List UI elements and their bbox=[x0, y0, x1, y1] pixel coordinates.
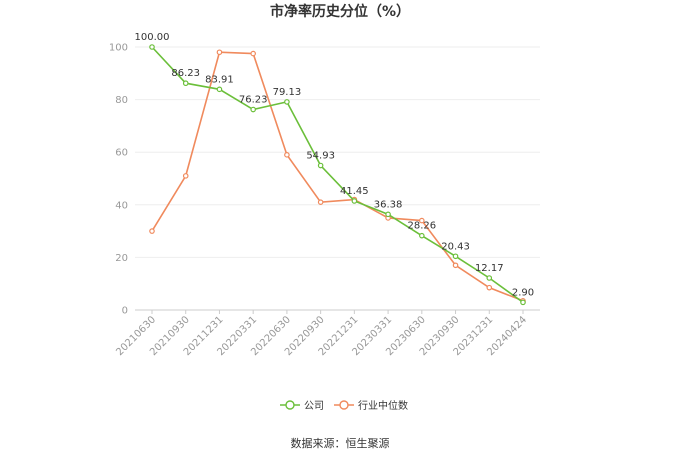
series-point-0 bbox=[284, 99, 290, 105]
series-layer bbox=[149, 44, 526, 306]
data-source: 数据来源：恒生聚源 bbox=[291, 436, 390, 450]
legend-marker-icon bbox=[339, 400, 349, 410]
series-point-0 bbox=[182, 80, 189, 87]
y-tick-label: 40 bbox=[115, 200, 128, 211]
legend-item-0[interactable]: 公司 bbox=[280, 400, 324, 412]
series-point-1 bbox=[452, 262, 459, 269]
y-tick-label: 80 bbox=[115, 95, 128, 106]
series-point-0 bbox=[149, 44, 155, 50]
data-label: 79.13 bbox=[273, 87, 302, 98]
legend-label: 行业中位数 bbox=[358, 399, 408, 412]
legend-marker-icon bbox=[285, 400, 295, 410]
series-point-0 bbox=[385, 211, 391, 218]
data-label: 36.38 bbox=[374, 199, 403, 210]
legend-item-1[interactable]: 行业中位数 bbox=[334, 399, 408, 412]
series-point-0 bbox=[250, 106, 256, 113]
series-point-0 bbox=[351, 198, 358, 204]
series-point-1 bbox=[149, 228, 155, 234]
series-point-0 bbox=[419, 232, 425, 239]
data-label: 76.23 bbox=[239, 95, 268, 106]
series-point-0 bbox=[317, 162, 324, 169]
series-point-1 bbox=[250, 50, 256, 57]
series-point-1 bbox=[486, 284, 493, 291]
y-tick-label: 20 bbox=[115, 253, 128, 264]
series-point-1 bbox=[182, 173, 189, 179]
series-line-0 bbox=[151, 46, 524, 304]
y-tick-label: 60 bbox=[115, 148, 128, 159]
series-point-0 bbox=[520, 299, 526, 306]
data-label: 2.90 bbox=[512, 287, 534, 298]
data-labels: 100.00 86.23 83.91 76.23 79.13 54.93 41.45 36.3… bbox=[135, 32, 535, 298]
series-line-1 bbox=[151, 51, 524, 302]
y-tick-label: 100 bbox=[109, 43, 128, 54]
series-0 bbox=[149, 44, 526, 306]
data-label: 12.17 bbox=[475, 263, 504, 274]
grid-lines bbox=[135, 46, 540, 311]
series-point-0 bbox=[452, 253, 459, 260]
data-label: 20.43 bbox=[441, 241, 470, 252]
data-label: 28.26 bbox=[407, 221, 436, 232]
legend-label: 公司 bbox=[304, 401, 324, 412]
data-label: 83.91 bbox=[205, 74, 234, 85]
data-label: 86.23 bbox=[171, 68, 200, 79]
series-point-0 bbox=[216, 86, 223, 93]
series-point-1 bbox=[317, 199, 324, 205]
series-point-1 bbox=[284, 152, 290, 158]
series-point-1 bbox=[419, 217, 425, 224]
data-label: 54.93 bbox=[306, 151, 335, 162]
series-point-0 bbox=[486, 275, 493, 281]
y-tick-label: 0 bbox=[122, 306, 128, 317]
y-axis: 0 20 40 60 80 100 bbox=[109, 43, 128, 317]
legend[interactable]: 公司 行业中位数 bbox=[280, 399, 408, 412]
chart-title: 市净率历史分位（%） bbox=[270, 3, 410, 20]
x-axis: 2021063020210930202112312022033120220630… bbox=[114, 310, 529, 358]
series-point-1 bbox=[216, 49, 223, 56]
data-label: 41.45 bbox=[340, 186, 369, 197]
data-label: 100.00 bbox=[135, 32, 170, 43]
